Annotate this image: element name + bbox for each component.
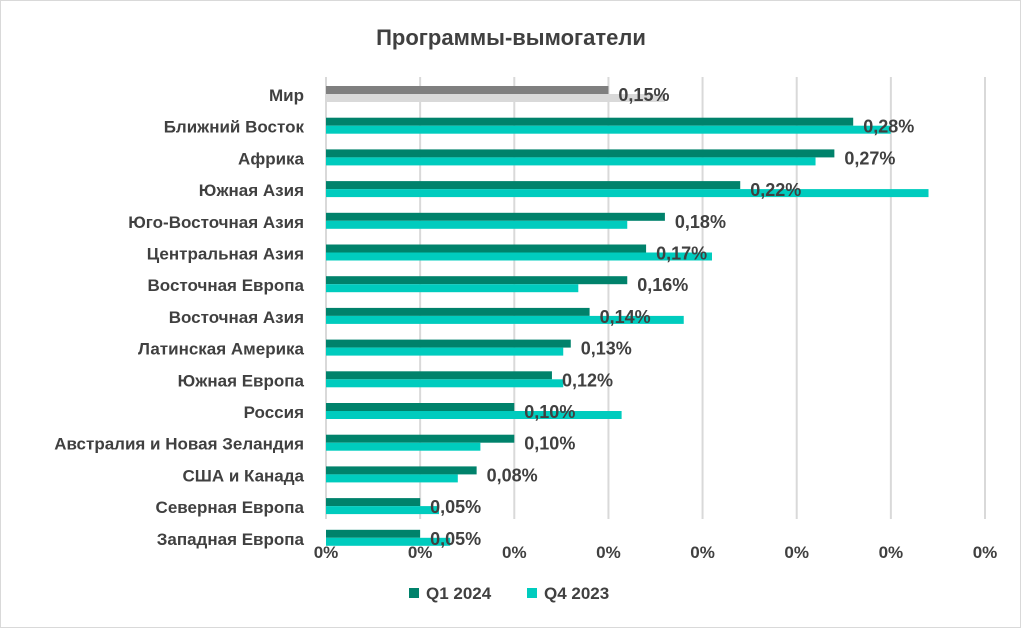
category-label: Австралия и Новая Зеландия (54, 435, 304, 454)
data-label: 0,16% (637, 275, 688, 295)
data-label: 0,13% (581, 339, 632, 359)
bar-q1-2024 (326, 529, 421, 538)
category-label: Юго-Восточная Азия (128, 213, 304, 232)
bar-q1-2024 (326, 212, 665, 221)
category-label: Центральная Азия (147, 245, 304, 264)
bar-q4-2023 (326, 474, 458, 483)
legend-label: Q1 2024 (426, 584, 492, 603)
bar-q4-2023 (326, 284, 579, 293)
bar-q4-2023 (326, 315, 684, 324)
category-label: Россия (244, 403, 304, 422)
bar-q4-2023 (326, 506, 439, 515)
data-label: 0,28% (863, 117, 914, 137)
bar-q4-2023 (326, 189, 929, 198)
x-tick-label: 0% (973, 543, 998, 562)
bar-q4-2023 (326, 252, 712, 261)
legend-swatch (409, 588, 419, 598)
bar-q4-2023 (326, 442, 481, 451)
data-label: 0,05% (430, 529, 481, 549)
x-tick-label: 0% (596, 543, 621, 562)
x-tick-label: 0% (690, 543, 715, 562)
x-tick-label: 0% (314, 543, 339, 562)
bar-q1-2024 (326, 117, 854, 126)
bar-q1-2024 (326, 307, 590, 316)
data-label: 0,27% (844, 148, 895, 168)
bar-q1-2024 (326, 403, 515, 411)
data-label: 0,10% (524, 434, 575, 454)
bar-q4-2023 (326, 94, 665, 102)
category-label: Латинская Америка (138, 340, 305, 359)
category-label: Южная Азия (199, 181, 304, 200)
category-label: США и Канада (182, 466, 304, 485)
data-label: 0,10% (524, 402, 575, 422)
x-tick-label: 0% (879, 543, 904, 562)
bar-q1-2024 (326, 244, 647, 253)
bar-q1-2024 (326, 466, 477, 475)
bar-q1-2024 (326, 276, 628, 285)
bar-q4-2023 (326, 537, 451, 546)
bar-q4-2023 (326, 157, 816, 166)
bar-q4-2023 (326, 379, 564, 388)
x-tick-label: 0% (784, 543, 809, 562)
bar-q1-2024 (326, 86, 609, 94)
bar-q1-2024 (326, 181, 741, 190)
category-label: Восточная Азия (169, 308, 304, 327)
bar-q4-2023 (326, 220, 628, 229)
legend-swatch (527, 588, 537, 598)
x-tick-label: 0% (502, 543, 527, 562)
chart-title: Программы-вымогатели (376, 25, 646, 50)
category-label: Южная Европа (178, 371, 305, 390)
bar-q4-2023 (326, 347, 564, 356)
category-label: Мир (269, 86, 304, 105)
bar-q4-2023 (326, 411, 622, 419)
legend-label: Q4 2023 (544, 584, 609, 603)
bar-q1-2024 (326, 498, 421, 507)
category-label: Ближний Восток (164, 118, 305, 137)
x-tick-label: 0% (408, 543, 433, 562)
category-label: Африка (238, 149, 304, 168)
bar-q1-2024 (326, 339, 571, 348)
category-label: Западная Европа (157, 530, 305, 549)
data-label: 0,18% (675, 212, 726, 232)
bar-q1-2024 (326, 434, 515, 443)
data-label: 0,05% (430, 497, 481, 517)
data-label: 0,17% (656, 244, 707, 264)
data-label: 0,15% (618, 85, 669, 105)
bar-q1-2024 (326, 371, 552, 380)
bar-q1-2024 (326, 149, 835, 158)
bar-q4-2023 (326, 125, 891, 134)
data-label: 0,12% (562, 370, 613, 390)
data-label: 0,22% (750, 180, 801, 200)
data-label: 0,08% (487, 465, 538, 485)
data-label: 0,14% (600, 307, 651, 327)
category-label: Северная Европа (156, 498, 305, 517)
category-label: Восточная Европа (148, 276, 305, 295)
